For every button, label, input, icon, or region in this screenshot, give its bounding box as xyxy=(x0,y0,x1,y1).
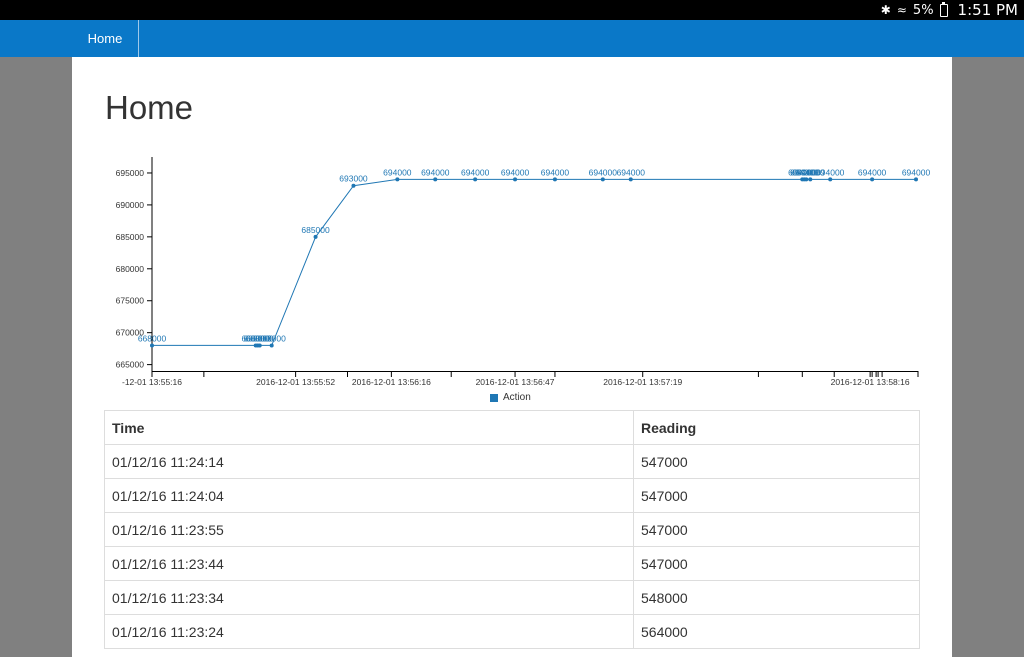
reading-cell: 547000 xyxy=(633,512,920,547)
y-tick-label: 675000 xyxy=(116,296,145,306)
data-label: 668000 xyxy=(138,333,167,343)
data-label: 668000 xyxy=(246,333,275,343)
data-label: 694000 xyxy=(902,167,931,177)
table-row: 01/12/16 11:23:55 547000 xyxy=(104,512,920,547)
status-time: 1:51 PM xyxy=(957,1,1018,19)
reading-cell: 547000 xyxy=(633,444,920,479)
data-label: 668000 xyxy=(242,333,271,343)
data-point xyxy=(257,343,262,348)
table-row: 01/12/16 11:24:04 547000 xyxy=(104,478,920,513)
data-label: 694000 xyxy=(421,167,450,177)
nav-home-link[interactable]: Home xyxy=(72,20,139,57)
data-point xyxy=(473,177,478,182)
y-tick-label: 665000 xyxy=(116,360,145,370)
data-point xyxy=(351,183,356,188)
table-row: 01/12/16 11:24:14 547000 xyxy=(104,444,920,479)
data-point xyxy=(552,177,557,182)
column-header-time: Time xyxy=(104,410,634,445)
legend-swatch xyxy=(490,393,498,402)
data-point xyxy=(600,177,605,182)
data-point xyxy=(628,177,633,182)
time-cell: 01/12/16 11:23:24 xyxy=(104,614,634,649)
wifi-icon: ≈ xyxy=(896,3,907,17)
data-point xyxy=(513,177,518,182)
readings-table: Time Reading 01/12/16 11:24:14 547000 01… xyxy=(104,410,920,649)
y-tick-label: 680000 xyxy=(116,264,145,274)
x-tick-label: 2016-12-01 13:55:52 xyxy=(256,377,335,387)
main-content: Home 665000 670000 675000 680000 685000 69000… xyxy=(72,57,952,657)
time-cell: 01/12/16 11:23:55 xyxy=(104,512,634,547)
data-label: 694000 xyxy=(461,167,490,177)
table-header-row: Time Reading xyxy=(104,410,920,445)
y-tick-label: 695000 xyxy=(116,168,145,178)
data-point xyxy=(914,177,919,182)
y-tick-label: 685000 xyxy=(116,232,145,242)
status-bar: ✱ ≈ 5% 1:51 PM xyxy=(0,0,1024,20)
data-label: 694000 xyxy=(501,167,530,177)
reading-cell: 564000 xyxy=(633,614,920,649)
time-cell: 01/12/16 11:24:14 xyxy=(104,444,634,479)
line-chart: 665000 670000 675000 680000 685000 690000 6950… xyxy=(116,157,931,387)
x-tick-label: 2016-12-01 13:58:16 xyxy=(831,377,910,387)
time-cell: 01/12/16 11:24:04 xyxy=(104,478,634,513)
top-navbar: Home xyxy=(0,20,1024,57)
table-row: 01/12/16 11:23:24 564000 xyxy=(104,614,920,649)
data-label: 693000 xyxy=(339,174,368,184)
data-label: 694000 xyxy=(788,167,817,177)
data-label: 668000 xyxy=(258,333,287,343)
data-label: 694000 xyxy=(790,167,819,177)
data-label: 694000 xyxy=(858,167,887,177)
y-tick-label: 690000 xyxy=(116,200,145,210)
data-point xyxy=(808,177,813,182)
reading-cell: 547000 xyxy=(633,546,920,581)
data-label: 694000 xyxy=(816,167,845,177)
data-point xyxy=(395,177,400,182)
data-point xyxy=(313,234,318,239)
legend-label: Action xyxy=(503,392,531,403)
page-title: Home xyxy=(105,89,194,126)
x-tick-label: 2016-12-01 13:56:47 xyxy=(476,377,555,387)
bluetooth-icon: ✱ xyxy=(880,3,891,17)
reading-cell: 548000 xyxy=(633,580,920,615)
x-tick-label: -12-01 13:55:16 xyxy=(122,377,182,387)
data-label: 668000 xyxy=(244,333,273,343)
chart-legend[interactable]: Action xyxy=(490,392,531,403)
data-point xyxy=(150,343,154,348)
y-tick-label: 670000 xyxy=(116,328,145,338)
data-point xyxy=(433,177,438,182)
data-label: 694000 xyxy=(796,167,825,177)
data-point xyxy=(269,343,274,348)
battery-percent: 5% xyxy=(912,2,934,18)
data-point xyxy=(828,177,833,182)
data-label: 694000 xyxy=(383,167,412,177)
table-row: 01/12/16 11:23:44 547000 xyxy=(104,546,920,581)
data-point xyxy=(870,177,875,182)
data-label: 694000 xyxy=(541,167,570,177)
x-tick-label: 2016-12-01 13:56:16 xyxy=(352,377,431,387)
time-cell: 01/12/16 11:23:34 xyxy=(104,580,634,615)
data-label: 694000 xyxy=(589,167,618,177)
reading-cell: 547000 xyxy=(633,478,920,513)
x-tick-label: 2016-12-01 13:57:19 xyxy=(603,377,682,387)
table-row: 01/12/16 11:23:34 548000 xyxy=(104,580,920,615)
column-header-reading: Reading xyxy=(633,410,920,445)
data-label: 694000 xyxy=(617,167,646,177)
data-label: 685000 xyxy=(301,225,330,235)
time-cell: 01/12/16 11:23:44 xyxy=(104,546,634,581)
data-label: 694000 xyxy=(792,167,821,177)
battery-icon xyxy=(939,1,948,17)
status-icons: ✱ ≈ 5% 1:51 PM xyxy=(881,0,1018,20)
series-line-action xyxy=(152,178,916,346)
data-point xyxy=(804,177,809,182)
